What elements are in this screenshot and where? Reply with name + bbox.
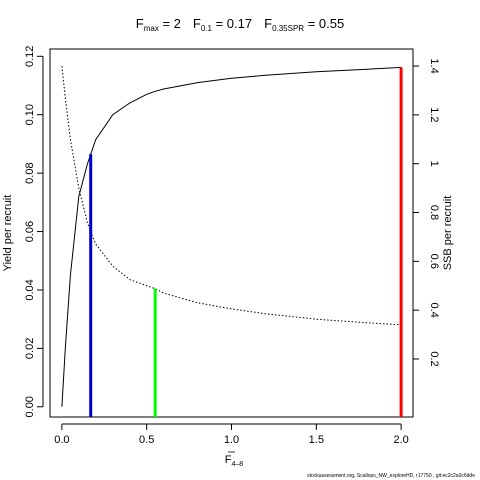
x-tick-label: 1.5 xyxy=(309,434,324,446)
x-axis: 0.0 0.5 1.0 1.5 2.0 xyxy=(54,423,409,446)
title-f01-value: = 0.17 xyxy=(212,16,252,31)
y-left-tick-label: 0.04 xyxy=(24,279,36,300)
y-right-tick-label: 0.4 xyxy=(428,302,440,317)
x-tick-label: 1.0 xyxy=(224,434,239,446)
series-layer xyxy=(61,66,402,407)
title-f01-subscript: 0.1 xyxy=(201,24,213,33)
title-fmax-label: F xyxy=(136,16,144,31)
title-f01-label: F xyxy=(193,16,201,31)
y-axis-left-label: Yield per recruit xyxy=(2,195,14,272)
y-right-tick-label: 0.8 xyxy=(428,205,440,220)
y-right-tick-label: 0.2 xyxy=(428,351,440,366)
footer-source-note: stockassessment.org, Scallops_NW_explore… xyxy=(307,473,475,479)
plot-frame xyxy=(49,48,414,418)
y-left-tick-label: 0.10 xyxy=(24,104,36,125)
title-fmax-value: = 2 xyxy=(159,16,181,31)
ssb-per-recruit-line xyxy=(61,66,402,326)
y-left-tick-label: 0.06 xyxy=(24,221,36,242)
x-tick-label: 0.5 xyxy=(139,434,154,446)
title-fspr-value: = 0.55 xyxy=(304,16,344,31)
chart-title: Fmax = 2 F0.1 = 0.17 F0.35SPR = 0.55 xyxy=(136,16,344,33)
y-left-tick-label: 0.12 xyxy=(24,46,36,67)
y-axis-right-label: SSB per recruit xyxy=(442,196,454,271)
y-right-tick-label: 0.6 xyxy=(428,254,440,269)
x-axis-label-main: F xyxy=(225,454,232,466)
yield-per-recruit-line xyxy=(61,66,402,407)
x-axis-label-subscript: 4–8 xyxy=(232,461,244,468)
y-axis-left: 0.00 0.02 0.04 0.06 0.08 0.10 0.12 xyxy=(24,46,44,417)
y-left-tick-label: 0.00 xyxy=(24,396,36,417)
title-fmax-subscript: max xyxy=(144,24,159,33)
x-tick-label: 2.0 xyxy=(393,434,408,446)
x-tick-label: 0.0 xyxy=(54,434,69,446)
y-axis-right: 0.2 0.4 0.6 0.8 1 1.2 1.4 xyxy=(412,58,440,367)
reference-lines xyxy=(89,67,403,417)
title-fspr-label: F xyxy=(264,16,272,31)
y-right-tick-label: 1 xyxy=(428,161,440,167)
y-left-tick-label: 0.08 xyxy=(24,162,36,183)
y-right-tick-label: 1.4 xyxy=(428,58,440,73)
title-fspr-subscript: 0.35SPR xyxy=(272,24,304,33)
y-left-tick-label: 0.02 xyxy=(24,338,36,359)
x-axis-label: F4–8 xyxy=(225,454,244,468)
y-right-tick-label: 1.2 xyxy=(428,107,440,122)
